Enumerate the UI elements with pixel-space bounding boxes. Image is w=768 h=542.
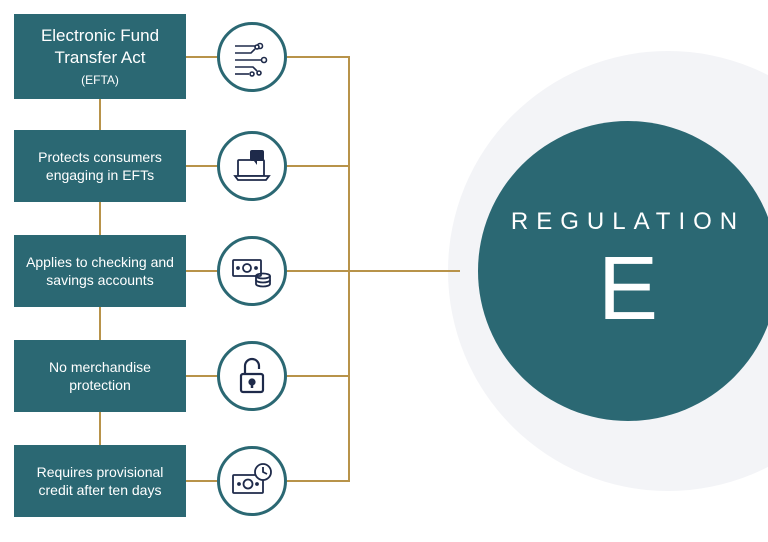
regulation-label: REGULATION [511,208,745,236]
connector-h-4 [186,375,217,377]
circuit-icon [217,22,287,92]
connector-v-2 [99,202,101,235]
connector-v-1 [99,99,101,130]
box-provisional: Requires provisional credit after ten da… [14,445,186,517]
regulation-circle: REGULATION E [478,121,768,421]
box-provisional-text: Requires provisional credit after ten da… [22,463,178,499]
money-coins-icon [217,236,287,306]
money-clock-icon [217,446,287,516]
connector-h-2 [186,165,217,167]
box-efta: Electronic Fund Transfer Act (EFTA) [14,14,186,99]
box-protects-text: Protects consumers engaging in EFTs [22,148,178,184]
box-protects: Protects consumers engaging in EFTs [14,130,186,202]
svg-text:!: ! [256,151,259,161]
connector-h-1 [186,56,217,58]
box-no-merch: No merchandise protection [14,340,186,412]
box-applies-text: Applies to checking and savings accounts [22,253,178,289]
bus-h-5 [287,480,350,482]
bus-h-1 [287,56,350,58]
regulation-letter: E [598,244,658,334]
box-applies: Applies to checking and savings accounts [14,235,186,307]
bus-vertical [348,56,350,482]
connector-v-3 [99,307,101,340]
laptop-alert-icon: ! [217,131,287,201]
bus-h-4 [287,375,350,377]
box-efta-subtitle: (EFTA) [81,73,119,89]
connector-h-5 [186,480,217,482]
lock-open-icon [217,341,287,411]
bus-h-3 [287,270,460,272]
connector-h-3 [186,270,217,272]
bus-h-2 [287,165,350,167]
connector-v-4 [99,412,101,445]
box-no-merch-text: No merchandise protection [22,358,178,394]
box-efta-title: Electronic Fund Transfer Act [22,25,178,69]
